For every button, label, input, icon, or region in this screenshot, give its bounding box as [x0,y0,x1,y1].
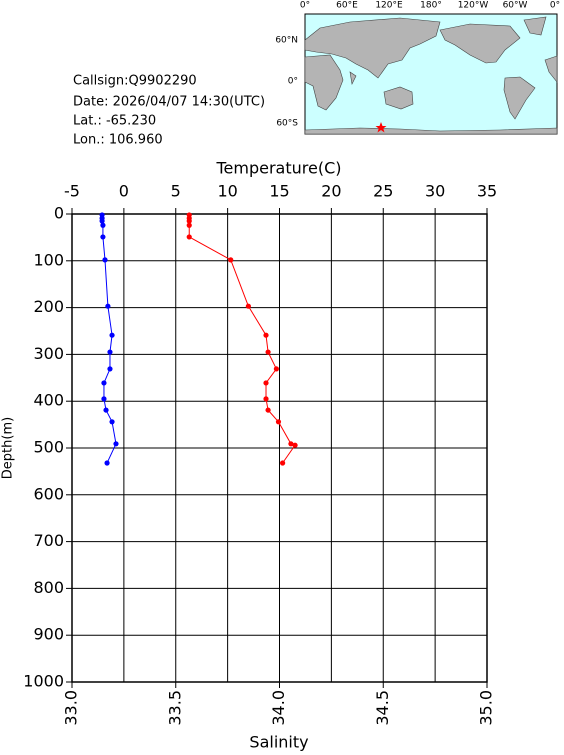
x-tick-label: 33.5 [165,690,184,726]
x2-tick-label: 30 [425,182,445,201]
x2-tick-label: -5 [64,182,80,201]
map: 0° 60°E 120°E 180° 120°W 60°W 0° 60°N 0°… [275,1,560,135]
x2-tick-label: 15 [269,182,289,201]
x2-tick-label: 5 [171,182,181,201]
profile-point [288,441,294,447]
x2-tick-label: 0 [119,182,129,201]
y-tick-label: 600 [33,484,64,503]
y-tick-label: 300 [33,344,64,363]
map-lat-label: 60°S [276,119,298,129]
map-lat-label: 60°N [275,36,298,46]
profile-point [102,257,108,263]
profile-point [245,303,251,309]
profile-point [100,234,106,240]
profile-line [101,214,117,464]
map-lon-label: 60°W [503,1,528,11]
y-tick-label: 400 [33,391,64,410]
x-tick-label: 33.0 [62,690,81,726]
station-marker [375,122,387,133]
profile-point [186,218,192,224]
profile-point [228,257,234,263]
profile-point [263,396,269,402]
profile-point [280,460,286,466]
profile-point [186,234,192,240]
profile-point [101,396,107,402]
profile-point [100,222,106,228]
profile-point [113,441,119,447]
y-tick-label: 100 [33,250,64,269]
profile-point [263,332,269,338]
profile-point [265,407,271,413]
y-tick-label: 900 [33,625,64,644]
profile-point [265,349,271,355]
map-lon-label: 0° [300,1,310,11]
map-land [304,16,558,135]
y-axis-title: Depth(m) [1,417,16,479]
profile-point [109,332,115,338]
y-tick-label: 800 [33,578,64,597]
map-lon-label: 0° [550,1,560,11]
profile-point [107,366,113,372]
x-tick-label: 35.0 [477,690,496,726]
profile-point [263,380,269,386]
y-tick-label: 700 [33,531,64,550]
x2-tick-label: 35 [477,182,497,201]
x2-tick-label: 25 [373,182,393,201]
x-axis-title: Salinity [249,733,308,752]
map-lon-label: 180° [420,1,442,11]
profile-point [275,419,282,425]
profile-point [107,349,113,355]
profile-point [273,366,279,372]
date: Date: 2026/04/07 14:30(UTC) [73,95,265,110]
x2-axis-title: Temperature(C) [215,159,341,178]
profile-point [186,222,192,228]
map-lat-label: 0° [288,77,298,87]
y-tick-label: 0 [54,204,64,223]
profile-point [105,303,111,309]
longitude: Lon.: 106.960 [73,133,163,148]
x-tick-label: 34.0 [269,690,288,726]
x2-tick-label: 20 [321,182,341,201]
x-tick-label: 34.5 [373,690,392,726]
profile-point [109,419,115,425]
profile-point [103,407,109,413]
profile-point [101,380,107,386]
y-tick-label: 1000 [23,672,64,691]
profile-point [292,442,298,448]
y-tick-label: 500 [33,438,64,457]
map-lon-label: 120°E [375,1,403,11]
latitude: Lat.: -65.230 [73,114,156,129]
plot-frame [71,213,488,683]
map-lon-label: 120°W [458,1,489,11]
map-lon-label: 60°E [336,1,358,11]
y-tick-label: 200 [33,297,64,316]
profile-point [104,460,110,466]
callsign: Callsign:Q9902290 [73,74,197,89]
x2-tick-label: 10 [217,182,237,201]
profile-point [99,218,105,224]
